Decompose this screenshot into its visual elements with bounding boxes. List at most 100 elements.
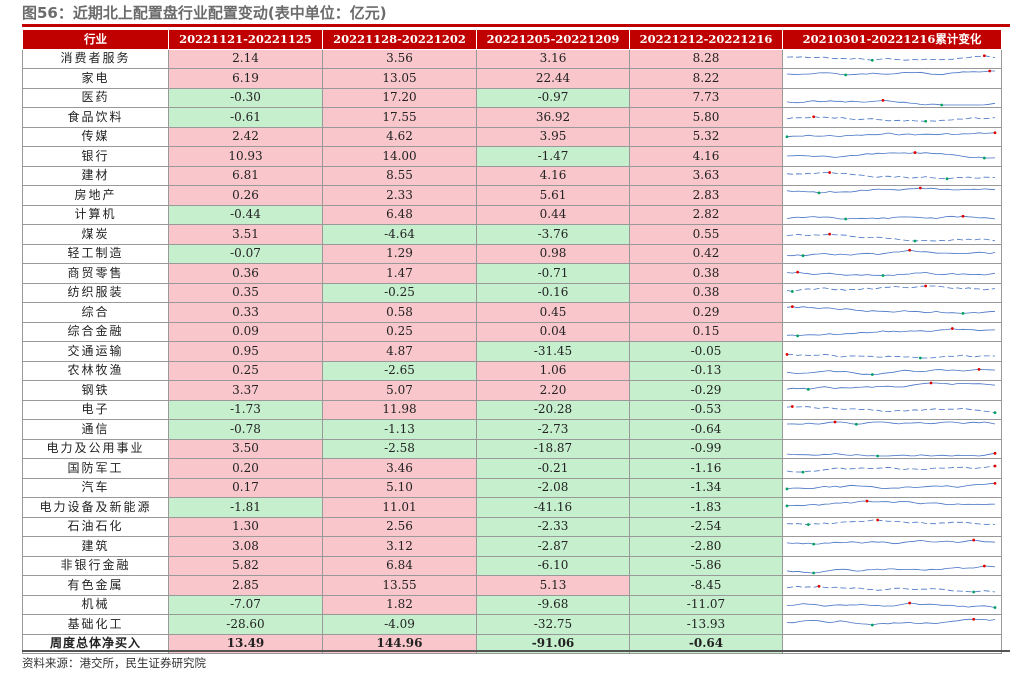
sparkline-cell: [782, 126, 1002, 147]
industry-cell: 建材: [22, 165, 169, 186]
value-cell: -20.28: [476, 399, 630, 420]
sparkline-low-marker: [854, 423, 858, 426]
industry-cell: 有色金属: [22, 575, 169, 596]
sparkline-cell: [782, 185, 1002, 206]
value-cell: 0.20: [168, 458, 323, 479]
sparkline: [786, 232, 996, 243]
sparkline: [786, 305, 996, 316]
sparkline-cell: [782, 380, 1002, 401]
value-cell: -1.13: [322, 419, 477, 440]
value-cell: 144.96: [322, 633, 477, 654]
sparkline-low-marker: [870, 58, 874, 62]
sparkline-path: [786, 354, 996, 359]
table-row: 建材 6.81 8.55 4.16 3.63: [22, 165, 1002, 186]
sparkline-path: [786, 271, 996, 277]
value-cell: 0.35: [168, 282, 323, 303]
sparkline-low-marker: [881, 274, 885, 278]
sparkline-path: [786, 187, 996, 194]
table-row: 国防军工 0.20 3.46 -0.21 -1.16: [22, 458, 1002, 479]
industry-cell: 汽车: [22, 477, 169, 498]
value-cell: 0.17: [168, 477, 323, 498]
value-cell: 4.16: [476, 165, 630, 186]
sparkline-path: [786, 249, 996, 256]
industry-cell: 煤炭: [22, 224, 169, 245]
value-cell: 17.20: [322, 87, 477, 108]
sparkline-path: [786, 382, 996, 390]
value-cell: 3.56: [322, 48, 477, 69]
sparkline-low-marker: [876, 454, 880, 458]
industry-cell: 纺织服装: [22, 282, 169, 303]
sparkline-cell: [782, 594, 1002, 615]
bottom-rule: [22, 650, 1010, 652]
sparkline-high-marker: [993, 451, 997, 455]
sparkline-high-marker: [993, 481, 997, 485]
sparkline: [786, 538, 996, 546]
sparkline-high-marker: [977, 367, 981, 371]
table-row: 石油石化 1.30 2.56 -2.33 -2.54: [22, 516, 1002, 537]
value-cell: 13.49: [168, 633, 323, 654]
sparkline-high-marker: [881, 98, 885, 102]
sparkline-low-marker: [806, 522, 810, 526]
industry-cell: 通信: [22, 419, 169, 440]
sparkline-high-marker: [993, 131, 997, 134]
industry-cell: 食品饮料: [22, 107, 169, 128]
value-cell: 1.06: [476, 360, 630, 381]
sparkline-path: [786, 285, 996, 292]
value-cell: -0.64: [629, 419, 783, 440]
value-cell: 4.87: [322, 341, 477, 362]
value-cell: 0.98: [476, 243, 630, 264]
value-cell: 6.84: [322, 555, 477, 576]
value-cell: 1.47: [322, 263, 477, 284]
sparkline-low-marker: [940, 103, 944, 107]
value-cell: 17.55: [322, 107, 477, 128]
value-cell: 22.44: [476, 68, 630, 89]
sparkline-high-marker: [993, 464, 997, 468]
table-row: 基础化工 -28.60 -4.09 -32.75 -13.93: [22, 614, 1002, 635]
sparkline-high-marker: [982, 564, 986, 568]
table-row: 纺织服装 0.35 -0.25 -0.16 0.38: [22, 282, 1002, 303]
industry-cell: 机械: [22, 594, 169, 615]
value-cell: 10.93: [168, 146, 323, 167]
column-header: 20221128-20221202: [322, 29, 477, 50]
sparkline-high-marker: [828, 232, 832, 236]
sparkline-high-marker: [828, 170, 832, 174]
value-cell: 8.22: [629, 68, 783, 89]
sparkline-low-marker: [945, 177, 949, 180]
sparkline: [785, 499, 996, 508]
value-cell: -0.64: [629, 633, 783, 654]
title-rule: [22, 24, 1010, 27]
industry-cell: 农林牧渔: [22, 360, 169, 381]
sparkline-cell: [782, 497, 1002, 518]
table-row: 家电 6.19 13.05 22.44 8.22: [22, 68, 1002, 89]
value-cell: -41.16: [476, 497, 630, 518]
sparkline-high-marker: [918, 186, 922, 190]
sparkline-path: [786, 306, 996, 315]
sparkline-high-marker: [785, 353, 789, 357]
sparkline-high-marker: [988, 69, 992, 73]
value-cell: -0.07: [168, 243, 323, 264]
sparkline-high-marker: [833, 420, 837, 424]
sparkline-cell: [782, 633, 1002, 654]
sparkline: [786, 115, 996, 123]
industry-cell: 商贸零售: [22, 263, 169, 284]
sparkline-low-marker: [870, 372, 874, 376]
sparkline-path: [786, 482, 996, 490]
sparkline-path: [786, 602, 996, 608]
sparkline-high-marker: [876, 518, 880, 522]
sparkline: [785, 353, 996, 360]
sparkline-high-marker: [796, 270, 800, 274]
value-cell: -0.29: [629, 380, 783, 401]
column-header: 20221205-20221209: [476, 29, 630, 50]
allocation-table: 行业 20221121-20221125 20221128-20221202 2022…: [22, 29, 1002, 654]
sparkline: [786, 381, 996, 391]
sparkline-high-marker: [961, 214, 965, 218]
table-row: 交通运输 0.95 4.87 -31.45 -0.05: [22, 341, 1002, 362]
sparkline-low-marker: [870, 623, 874, 627]
value-cell: 13.05: [322, 68, 477, 89]
value-cell: 3.51: [168, 224, 323, 245]
sparkline-low-marker: [961, 312, 965, 316]
value-cell: 3.08: [168, 536, 323, 557]
sparkline: [786, 464, 997, 474]
sparkline-low-marker: [844, 217, 848, 221]
sparkline-cell: [782, 458, 1002, 479]
